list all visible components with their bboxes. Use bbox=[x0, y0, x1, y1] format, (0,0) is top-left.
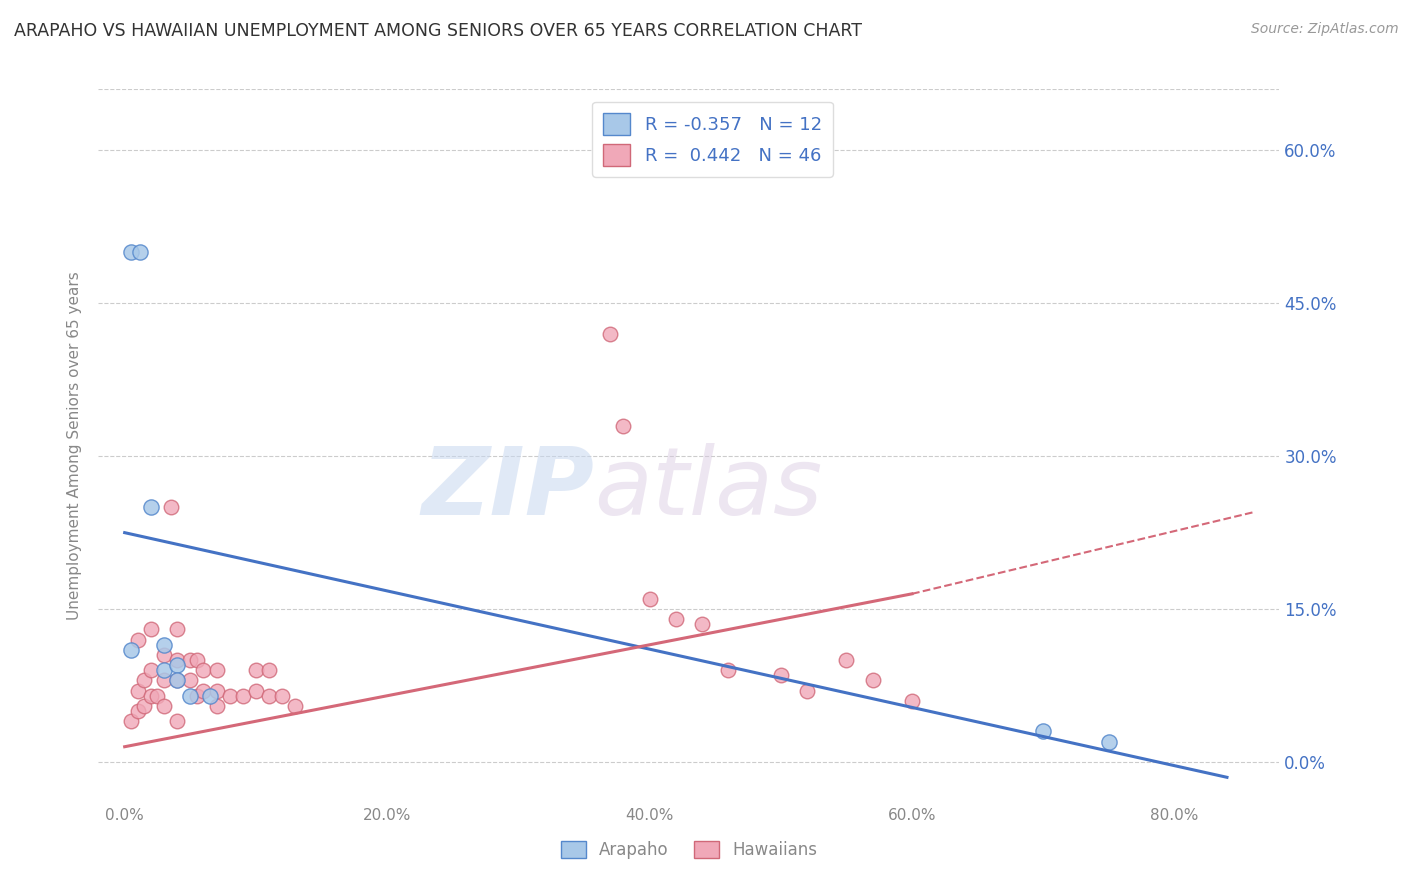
Point bbox=[284, 698, 307, 713]
Point bbox=[139, 689, 162, 703]
Point bbox=[120, 245, 142, 260]
Point bbox=[153, 698, 176, 713]
Text: atlas: atlas bbox=[595, 443, 823, 534]
Point bbox=[179, 689, 201, 703]
Point bbox=[139, 663, 162, 677]
Point bbox=[134, 673, 156, 688]
Point bbox=[139, 500, 162, 515]
Point bbox=[166, 653, 188, 667]
Point bbox=[127, 704, 149, 718]
Text: ARAPAHO VS HAWAIIAN UNEMPLOYMENT AMONG SENIORS OVER 65 YEARS CORRELATION CHART: ARAPAHO VS HAWAIIAN UNEMPLOYMENT AMONG S… bbox=[14, 22, 862, 40]
Point bbox=[612, 418, 634, 433]
Point bbox=[127, 683, 149, 698]
Point bbox=[153, 673, 176, 688]
Point bbox=[120, 714, 142, 729]
Point bbox=[245, 683, 267, 698]
Point bbox=[193, 663, 215, 677]
Point bbox=[186, 653, 208, 667]
Point bbox=[205, 683, 228, 698]
Text: Source: ZipAtlas.com: Source: ZipAtlas.com bbox=[1251, 22, 1399, 37]
Point bbox=[665, 612, 688, 626]
Point bbox=[218, 689, 240, 703]
Point bbox=[717, 663, 740, 677]
Point bbox=[179, 653, 201, 667]
Point bbox=[205, 698, 228, 713]
Point bbox=[129, 245, 152, 260]
Point bbox=[232, 689, 254, 703]
Point bbox=[146, 689, 169, 703]
Legend: Arapaho, Hawaiians: Arapaho, Hawaiians bbox=[554, 834, 824, 866]
Point bbox=[796, 683, 818, 698]
Point bbox=[271, 689, 294, 703]
Point bbox=[166, 623, 188, 637]
Point bbox=[166, 714, 188, 729]
Point bbox=[1032, 724, 1054, 739]
Point bbox=[159, 500, 181, 515]
Point bbox=[198, 689, 221, 703]
Point bbox=[153, 638, 176, 652]
Point bbox=[166, 673, 188, 688]
Y-axis label: Unemployment Among Seniors over 65 years: Unemployment Among Seniors over 65 years bbox=[67, 272, 83, 620]
Point bbox=[245, 663, 267, 677]
Point bbox=[166, 673, 188, 688]
Point bbox=[153, 648, 176, 662]
Point bbox=[599, 326, 621, 341]
Point bbox=[186, 689, 208, 703]
Point bbox=[205, 663, 228, 677]
Text: ZIP: ZIP bbox=[422, 442, 595, 535]
Point bbox=[179, 673, 201, 688]
Point bbox=[139, 623, 162, 637]
Point bbox=[862, 673, 884, 688]
Point bbox=[127, 632, 149, 647]
Point bbox=[257, 689, 280, 703]
Point bbox=[193, 683, 215, 698]
Point bbox=[153, 663, 176, 677]
Point bbox=[690, 617, 713, 632]
Point bbox=[257, 663, 280, 677]
Point bbox=[134, 698, 156, 713]
Point bbox=[638, 591, 661, 606]
Point bbox=[1098, 734, 1121, 748]
Point bbox=[835, 653, 858, 667]
Point bbox=[769, 668, 792, 682]
Point bbox=[901, 694, 924, 708]
Point bbox=[166, 658, 188, 673]
Point bbox=[120, 643, 142, 657]
